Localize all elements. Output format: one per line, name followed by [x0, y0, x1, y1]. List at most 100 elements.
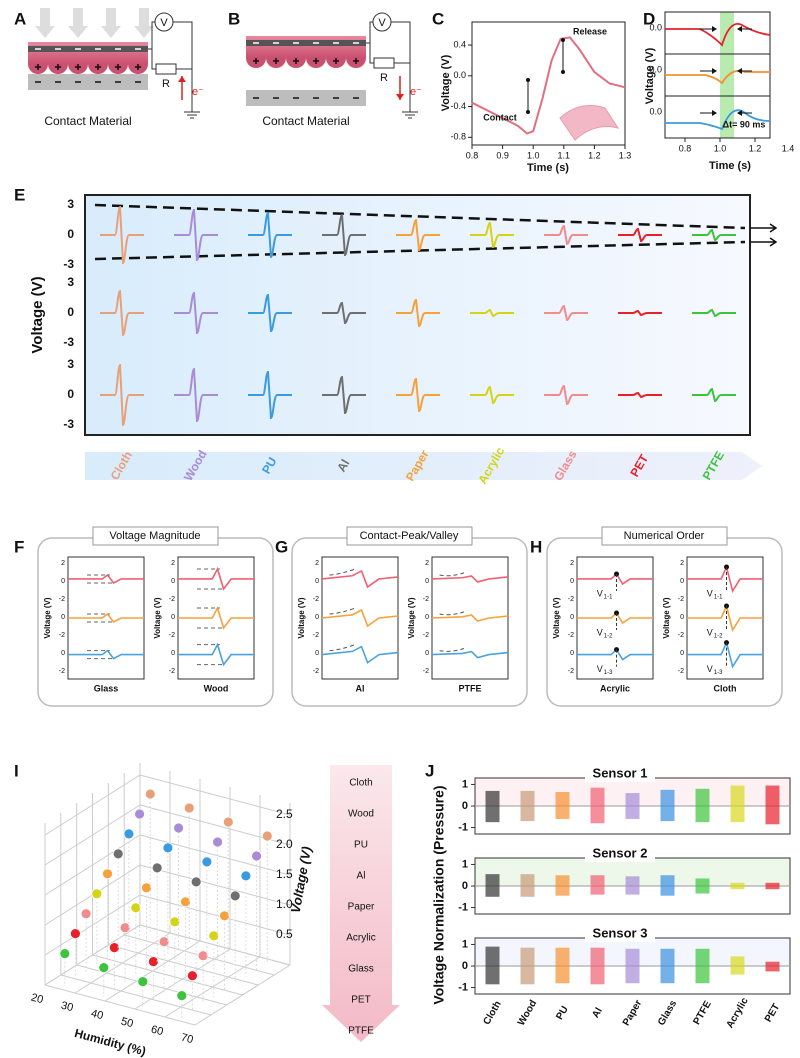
y-tick-label: 0.0 [453, 70, 466, 80]
order-label: PET [351, 995, 370, 1006]
sphere [80, 908, 92, 920]
sphere [183, 802, 195, 814]
x-tick-label: 0.8 [466, 150, 479, 160]
y-tick-label: -2 [568, 596, 574, 603]
signal-curve [68, 649, 144, 660]
title-box [585, 766, 655, 782]
signal-curve [665, 23, 771, 47]
triboelectric-layer [246, 36, 366, 58]
bar [765, 882, 780, 886]
x-tick-label: 1.0 [527, 150, 540, 160]
x-tick-label: Al [590, 1006, 605, 1020]
v-label-sub: 1-2 [604, 634, 613, 640]
y-tick-label: -0.4 [450, 101, 466, 111]
sphere [59, 948, 71, 959]
sphere [197, 950, 209, 962]
x-tick-label: 1.2 [588, 150, 601, 160]
indicator-dot [526, 110, 530, 114]
indicator-dot [561, 38, 565, 42]
waveform [692, 387, 736, 403]
bar [695, 878, 710, 886]
signal-curve [68, 612, 144, 624]
bar [485, 886, 500, 897]
label: e⁻ [410, 86, 422, 98]
bar [730, 785, 745, 806]
x-tick-label: Glass [656, 998, 679, 1027]
arrow-head [737, 68, 742, 74]
y-tick-label: -2 [59, 632, 65, 639]
waveform [174, 208, 218, 262]
guide [439, 611, 465, 616]
bar [660, 806, 675, 822]
axis-title: Voltage (V) [662, 597, 671, 639]
x-tick-label: 50 [120, 1016, 135, 1031]
signal-curve [68, 573, 144, 584]
y-tick-label: 1 [462, 938, 468, 950]
axis-title: Voltage Normalization (Pressure) [431, 785, 447, 1004]
plot-label: Wood [204, 683, 229, 693]
axis-title: Voltage (V) [407, 597, 416, 639]
signal-curve [178, 566, 254, 591]
waveform [248, 211, 292, 259]
y-tick-label: -1 [458, 901, 468, 913]
bar [555, 947, 570, 966]
plot-label: Cloth [714, 683, 737, 693]
guide [329, 644, 355, 652]
wire [173, 21, 193, 112]
order-label: PU [354, 840, 368, 851]
bar [660, 886, 675, 896]
plot-frame [471, 21, 626, 146]
x-tick-label: Wood [516, 998, 539, 1027]
y-tick-label: 0.4 [453, 39, 466, 49]
y-tick-label: -1 [458, 821, 468, 833]
signal-curve [178, 642, 254, 667]
sphere [109, 942, 120, 953]
axis-title: Voltage (V) [440, 54, 452, 111]
sphere [91, 888, 103, 900]
arrow-head [737, 110, 742, 116]
label: e⁻ [192, 86, 204, 98]
order-label: Al [357, 871, 366, 882]
grid-line [44, 774, 141, 836]
pressure-arrow [101, 8, 121, 38]
panel-title: Numerical Order [624, 530, 705, 542]
y-tick-label: 2 [680, 560, 684, 567]
bar [695, 886, 710, 894]
resistor [155, 63, 177, 75]
y-tick-label: 0 [680, 614, 684, 621]
axis-title: Voltage (V) [552, 597, 561, 639]
y-tick-label: 0 [171, 650, 175, 657]
bar [485, 966, 500, 985]
bar [695, 806, 710, 823]
bar [765, 806, 780, 825]
bar [625, 793, 640, 806]
sphere [190, 876, 202, 888]
y-tick-label: 0 [425, 614, 429, 621]
y-tick-label: 2 [570, 560, 574, 567]
label: Contact [483, 112, 517, 122]
title-box [92, 526, 219, 546]
z-tick-label: 2.0 [276, 837, 293, 851]
electrode [246, 40, 366, 46]
bar [730, 966, 745, 975]
y-tick-label: 0 [171, 578, 175, 585]
bar [730, 882, 745, 886]
y-tick-label: 0 [61, 614, 65, 621]
arrow [750, 223, 778, 233]
indicator-dot [561, 70, 565, 74]
sphere [251, 850, 263, 862]
signal-curve [178, 605, 254, 630]
bar [660, 875, 675, 886]
title-box [346, 526, 473, 546]
label: Contact Material [44, 114, 131, 128]
arrow-head [712, 26, 717, 32]
label: Contact Material [262, 114, 349, 128]
x-tick-label: 40 [90, 1008, 105, 1023]
y-tick-label: 0.0 [649, 106, 662, 116]
x-tick-label: 0.9 [496, 150, 509, 160]
sphere [176, 990, 188, 1001]
signal-curve [687, 564, 763, 593]
order-label: Wood [348, 809, 374, 820]
y-tick-label: 0 [171, 614, 175, 621]
